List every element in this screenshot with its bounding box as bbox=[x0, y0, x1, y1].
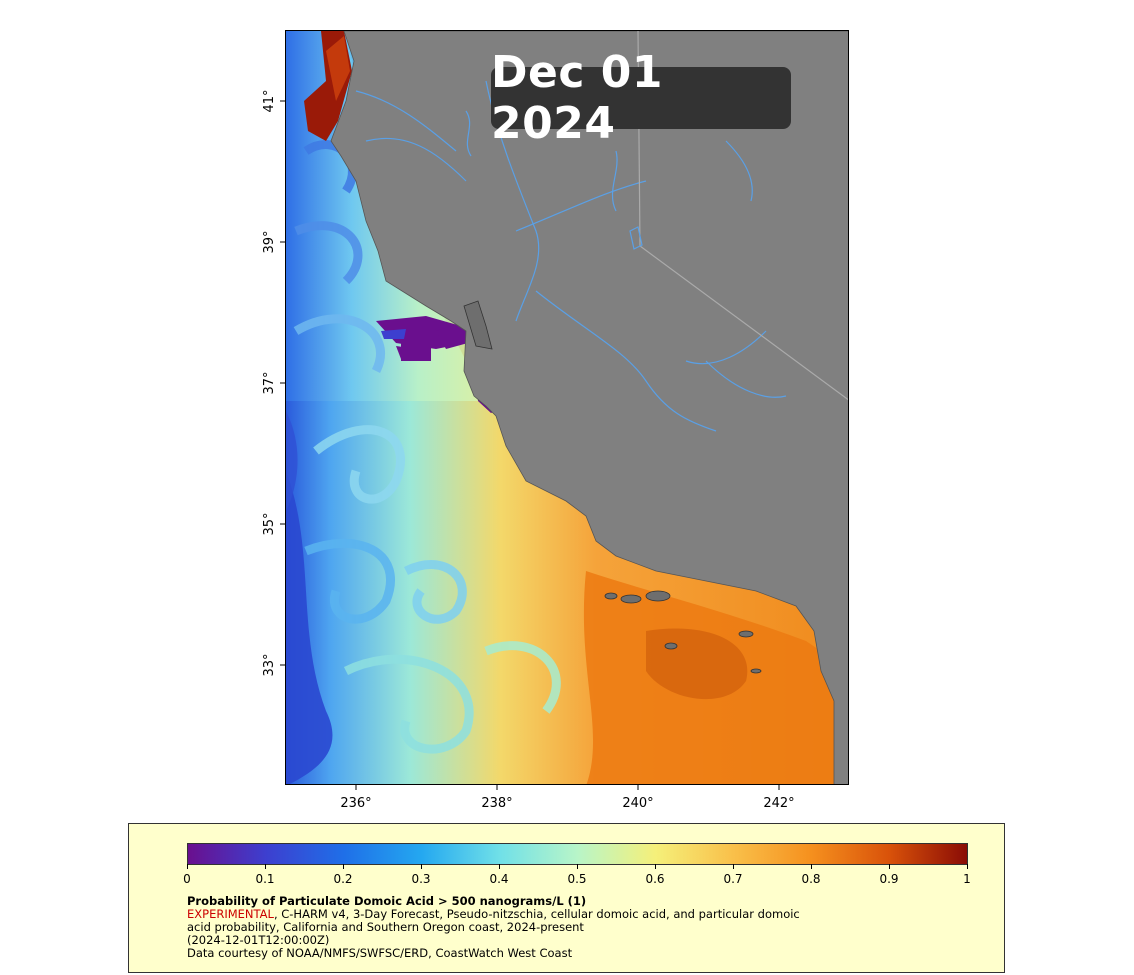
offshore-low-band bbox=[286, 471, 333, 784]
scale-label: 0.8 bbox=[801, 872, 821, 886]
legend-panel: 0 0.1 0.2 0.3 0.4 0.5 0.6 0.7 0.8 0.9 1 … bbox=[128, 823, 1005, 973]
islands bbox=[463, 300, 762, 674]
rivers bbox=[355, 80, 787, 432]
eddy-swirls bbox=[293, 140, 561, 754]
probability-map: Dec 01 2024 bbox=[285, 30, 849, 785]
scale-tick bbox=[499, 864, 500, 869]
legend-title: Probability of Particulate Domoic Acid >… bbox=[187, 894, 587, 908]
scale-label: 0 bbox=[183, 872, 191, 886]
x-tick-label: 236° bbox=[340, 796, 372, 811]
scale-tick bbox=[421, 864, 422, 869]
scale-tick bbox=[811, 864, 812, 869]
scale-label: 1 bbox=[963, 872, 971, 886]
scale-label: 0.9 bbox=[879, 872, 899, 886]
color-scale-bar bbox=[187, 843, 968, 865]
description-text: , C-HARM v4, 3-Day Forecast, Pseudo-nitz… bbox=[273, 907, 800, 921]
legend-description-line-2: acid probability, California and Souther… bbox=[187, 920, 584, 934]
scale-label: 0.5 bbox=[567, 872, 587, 886]
scale-tick bbox=[577, 864, 578, 869]
experimental-label: EXPERIMENTAL bbox=[187, 907, 274, 921]
x-tick-label: 238° bbox=[481, 796, 513, 811]
scale-label: 0.1 bbox=[255, 872, 275, 886]
scale-tick bbox=[343, 864, 344, 869]
scale-tick bbox=[265, 864, 266, 869]
y-tick-label: 39° bbox=[262, 230, 277, 254]
scale-tick bbox=[889, 864, 890, 869]
scale-label: 0.4 bbox=[489, 872, 509, 886]
x-tick-label: 240° bbox=[622, 796, 654, 811]
y-tick-label: 33° bbox=[262, 653, 277, 677]
land-mass bbox=[330, 31, 848, 784]
scale-tick bbox=[733, 864, 734, 869]
scale-label: 0.6 bbox=[645, 872, 665, 886]
scale-tick bbox=[187, 864, 188, 869]
scale-label: 0.2 bbox=[333, 872, 353, 886]
y-tick-label: 41° bbox=[262, 89, 277, 113]
legend-timestamp: (2024-12-01T12:00:00Z) bbox=[187, 933, 330, 947]
y-tick-label: 35° bbox=[262, 512, 277, 536]
y-tick-label: 37° bbox=[262, 371, 277, 395]
scale-label: 0.3 bbox=[411, 872, 431, 886]
x-tick-label: 242° bbox=[763, 796, 795, 811]
legend-description-line-1: EXPERIMENTAL, C-HARM v4, 3-Day Forecast,… bbox=[187, 908, 800, 921]
scale-tick bbox=[967, 864, 968, 869]
scale-label: 0.7 bbox=[723, 872, 743, 886]
legend-credit: Data courtesy of NOAA/NMFS/SWFSC/ERD, Co… bbox=[187, 946, 573, 960]
scale-tick bbox=[655, 864, 656, 869]
map-graphic bbox=[286, 31, 848, 784]
